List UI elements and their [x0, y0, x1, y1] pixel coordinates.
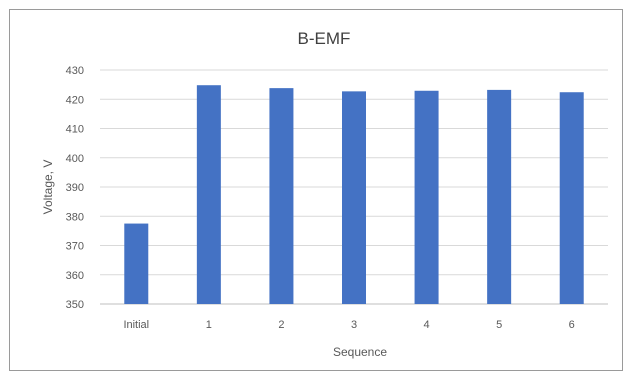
y-tick-label: 430 [66, 65, 84, 77]
y-axis-title: Voltage, V [41, 160, 55, 215]
y-tick-label: 350 [66, 299, 84, 311]
bar-5 [487, 89, 512, 304]
y-tick-label: 420 [66, 94, 84, 106]
x-tick-label: 4 [424, 319, 430, 331]
bar-1 [196, 85, 221, 305]
y-tick-label: 380 [66, 211, 84, 223]
bar-3 [342, 91, 366, 304]
x-tick-label: 1 [206, 319, 212, 331]
bar-Initial [124, 223, 149, 304]
chart-frame [9, 9, 623, 371]
bar-4 [414, 90, 439, 304]
y-tick-label: 390 [66, 182, 84, 194]
chart-title: B-EMF [298, 29, 351, 48]
x-tick-label: 6 [569, 319, 575, 331]
y-tick-label: 360 [66, 270, 84, 282]
x-tick-label: Initial [123, 319, 149, 331]
x-tick-label: 2 [278, 319, 284, 331]
x-axis-ticks: Initial 1 2 3 4 5 6 [123, 319, 574, 331]
x-axis-title: Sequence [333, 345, 387, 359]
bar-2 [269, 88, 294, 304]
y-tick-label: 410 [66, 124, 84, 136]
y-tick-label: 400 [66, 153, 84, 165]
bars [124, 85, 584, 305]
y-axis-ticks: 350 360 370 380 390 400 410 420 430 [66, 65, 84, 311]
x-tick-label: 5 [496, 319, 502, 331]
y-tick-label: 370 [66, 241, 84, 253]
x-tick-label: 3 [351, 319, 357, 331]
bar-6 [559, 92, 584, 304]
